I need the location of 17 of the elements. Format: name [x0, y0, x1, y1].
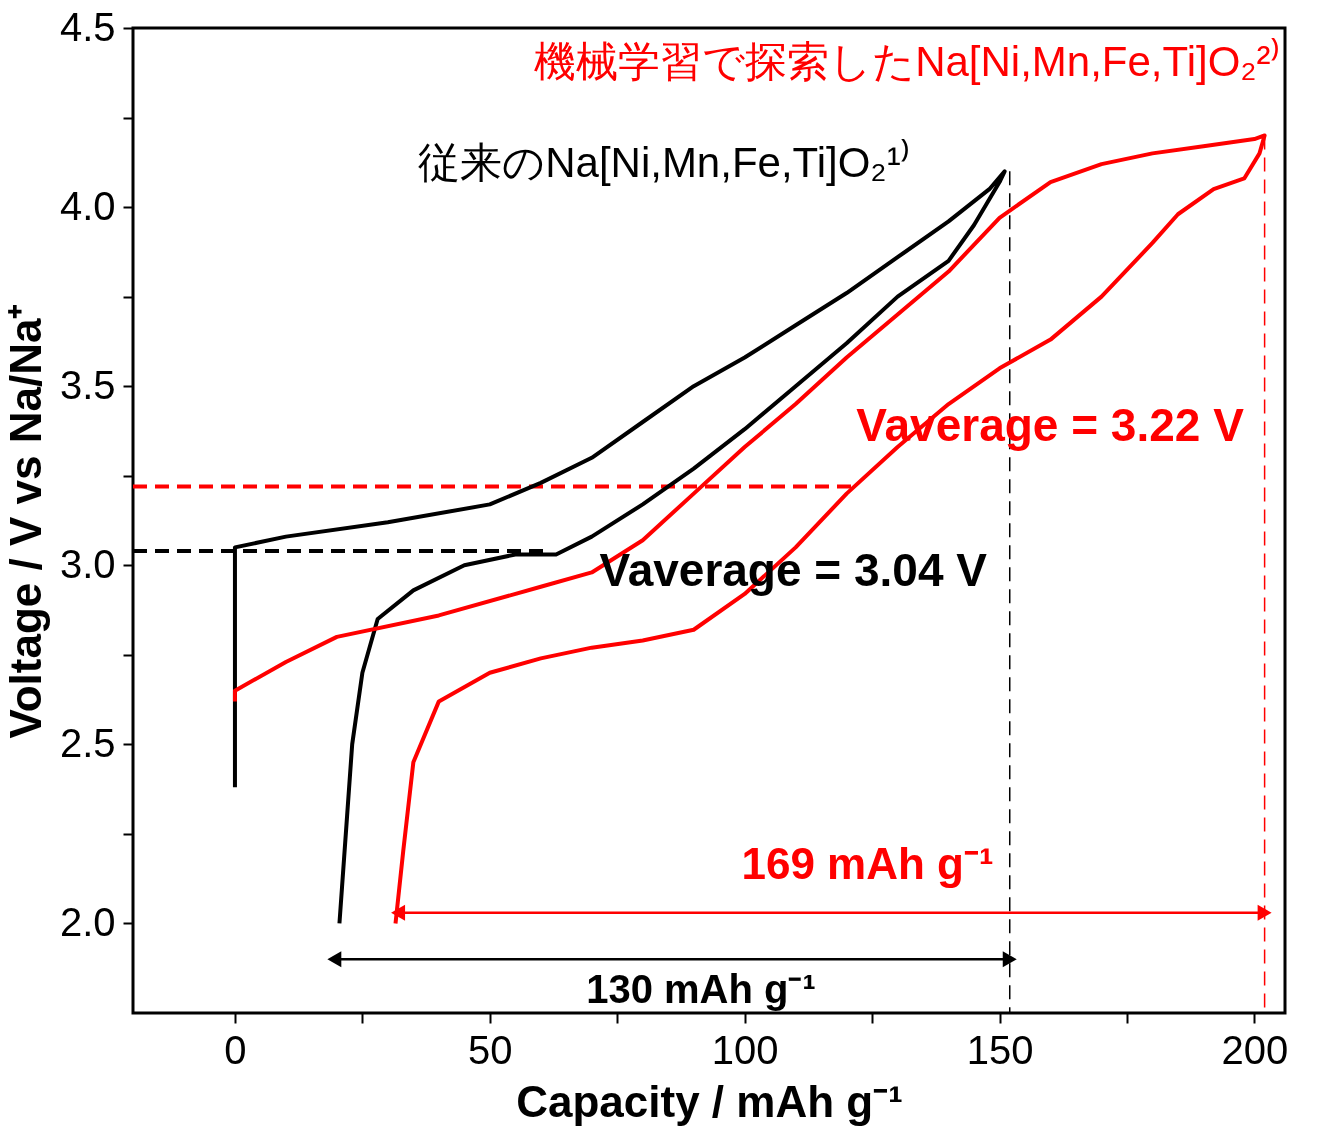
series-label: 機械学習で探索したNa[Ni,Mn,Fe,Ti]O₂²⁾ — [534, 37, 1280, 86]
y-tick-label: 4.0 — [59, 183, 116, 228]
x-tick-label: 0 — [224, 1027, 247, 1072]
x-tick-label: 200 — [1221, 1027, 1289, 1072]
y-tick-label: 2.0 — [59, 899, 116, 944]
y-tick-label: 2.5 — [59, 720, 116, 765]
series-label: 従来のNa[Ni,Mn,Fe,Ti]O₂¹⁾ — [418, 138, 910, 187]
series-label: 169 mAh g⁻¹ — [741, 838, 994, 888]
x-axis-title: Capacity / mAh g⁻¹ — [516, 1076, 903, 1126]
y-tick-label: 3.0 — [59, 541, 116, 586]
series-label: 130 mAh g⁻¹ — [586, 967, 816, 1012]
y-axis-title: Voltage / V vs Na/Na⁺ — [0, 303, 50, 739]
x-tick-label: 100 — [711, 1027, 779, 1072]
y-tick-label: 3.5 — [59, 362, 116, 407]
x-tick-label: 150 — [966, 1027, 1034, 1072]
x-tick-label: 50 — [468, 1027, 513, 1072]
y-tick-label: 4.5 — [59, 4, 116, 49]
